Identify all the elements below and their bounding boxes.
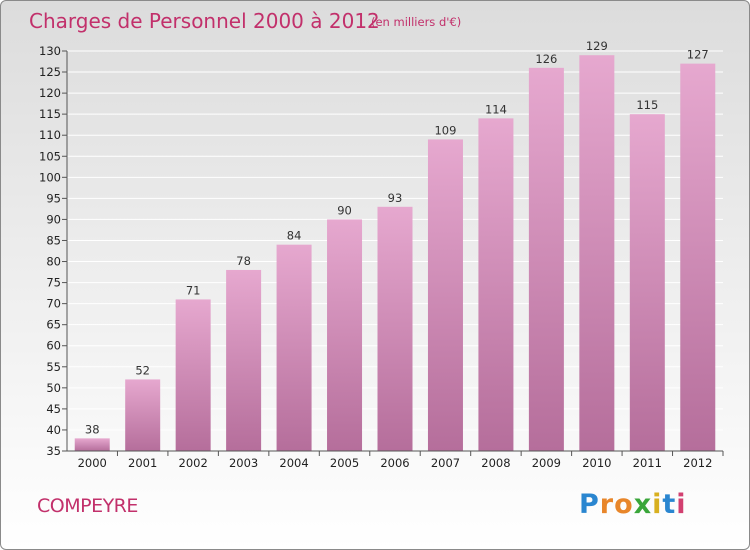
- logo-letter: i: [676, 489, 687, 520]
- bar-2010: [579, 55, 615, 452]
- data-label: 78: [236, 254, 251, 268]
- y-tick-label: 125: [39, 65, 61, 79]
- y-tick-label: 75: [46, 276, 61, 290]
- bar-2000: [74, 438, 110, 451]
- data-label: 93: [388, 191, 403, 205]
- data-label: 84: [287, 229, 302, 243]
- y-tick-label: 55: [46, 360, 61, 374]
- x-axis: 2000 2001 2002 2003 2004 2005 2006 2007 2008 2009…: [67, 450, 724, 470]
- y-tick-label: 85: [46, 233, 61, 247]
- x-tick-label: 2009: [532, 456, 561, 470]
- x-tick-label: 2000: [78, 456, 107, 470]
- bar-2008: [478, 118, 514, 452]
- logo-letter: P: [579, 489, 600, 520]
- y-tick-label: 90: [46, 212, 61, 226]
- y-tick-label: 65: [46, 318, 61, 332]
- y-tick-label: 60: [46, 339, 61, 353]
- bar-2007: [427, 139, 463, 451]
- y-tick-label: 115: [39, 107, 61, 121]
- logo-letter: x: [633, 489, 653, 520]
- y-tick-label: 95: [46, 191, 61, 205]
- place-name: COMPEYRE: [37, 495, 138, 517]
- data-label: 71: [186, 283, 201, 297]
- x-tick-label: 2003: [229, 456, 258, 470]
- x-tick-label: 2008: [481, 456, 510, 470]
- data-label: 114: [485, 102, 507, 116]
- data-label: 109: [434, 123, 456, 137]
- data-label: 52: [135, 363, 150, 377]
- y-tick-label: 105: [39, 149, 61, 163]
- bar-2011: [629, 114, 665, 451]
- y-tick-label: 45: [46, 402, 61, 416]
- y-tick-label: 70: [46, 297, 61, 311]
- x-tick-label: 2001: [128, 456, 157, 470]
- x-tick-label: 2004: [279, 456, 308, 470]
- y-tick-label: 80: [46, 255, 61, 269]
- x-tick-label: 2012: [683, 456, 712, 470]
- data-label: 115: [636, 98, 658, 112]
- y-tick-label: 100: [39, 170, 61, 184]
- data-label: 129: [586, 39, 608, 53]
- logo-letter: i: [652, 489, 663, 520]
- data-label: 90: [337, 203, 352, 217]
- x-tick-label: 2005: [330, 456, 359, 470]
- chart-subtitle: (en milliers d'€): [371, 15, 461, 29]
- y-tick-label: 120: [39, 86, 61, 100]
- y-tick-label: 40: [46, 423, 61, 437]
- data-label: 126: [535, 52, 557, 66]
- chart-title: Charges de Personnel 2000 à 2012: [29, 9, 380, 33]
- bar-2001: [125, 379, 161, 451]
- logo-letter: o: [614, 489, 634, 520]
- y-tick-label: 110: [39, 128, 61, 142]
- y-axis: 35 40 45 50 55 60 65 70 75 80 85 90 95 100 105 110 115 12…: [39, 44, 68, 458]
- data-label: 38: [85, 422, 100, 436]
- bar-2004: [276, 244, 312, 451]
- proxiti-logo: Proxiti: [579, 489, 687, 520]
- y-tick-label: 50: [46, 381, 61, 395]
- x-tick-label: 2011: [633, 456, 662, 470]
- x-tick-label: 2010: [582, 456, 611, 470]
- bar-2012: [680, 63, 716, 451]
- bar-2006: [377, 206, 413, 451]
- x-tick-label: 2007: [431, 456, 460, 470]
- bar-2005: [327, 219, 363, 451]
- y-tick-label: 35: [46, 444, 61, 458]
- bars: 38 52 71 78 84 90 93 109 114 126 129 115 127: [74, 39, 716, 452]
- x-tick-label: 2006: [380, 456, 409, 470]
- logo-letter: r: [599, 489, 615, 520]
- bar-2009: [528, 67, 564, 451]
- logo-letter: t: [662, 489, 677, 520]
- bar-2002: [175, 299, 211, 451]
- data-label: 127: [687, 48, 709, 62]
- x-tick-label: 2002: [179, 456, 208, 470]
- y-tick-label: 130: [39, 44, 61, 58]
- bar-2003: [226, 269, 262, 451]
